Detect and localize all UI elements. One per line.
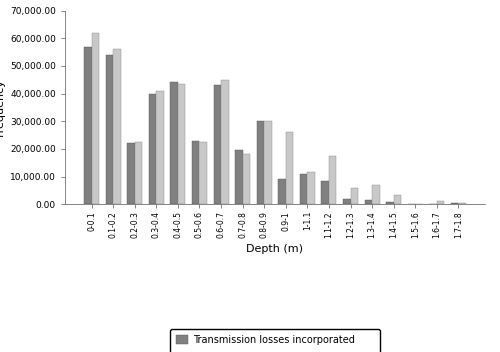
Bar: [264, 121, 272, 204]
Bar: [386, 202, 394, 204]
Legend: Transmission losses incorporated, Transmission losses not incorporated: Transmission losses incorporated, Transm…: [170, 329, 380, 352]
Bar: [135, 142, 142, 204]
Bar: [322, 181, 329, 204]
Bar: [329, 156, 336, 204]
Bar: [278, 179, 286, 204]
Bar: [170, 82, 178, 204]
Bar: [350, 188, 358, 204]
Bar: [92, 33, 99, 204]
Bar: [156, 91, 164, 204]
Bar: [242, 155, 250, 204]
Bar: [437, 201, 444, 204]
Bar: [221, 80, 228, 204]
Bar: [235, 150, 242, 204]
Bar: [308, 172, 315, 204]
Bar: [300, 174, 308, 204]
Bar: [364, 200, 372, 204]
Bar: [200, 142, 207, 204]
Bar: [458, 203, 466, 204]
X-axis label: Depth (m): Depth (m): [246, 244, 304, 254]
Bar: [149, 94, 156, 204]
Bar: [286, 132, 294, 204]
Bar: [127, 143, 135, 204]
Bar: [372, 185, 380, 204]
Bar: [256, 121, 264, 204]
Bar: [192, 140, 200, 204]
Bar: [178, 84, 186, 204]
Bar: [106, 55, 113, 204]
Bar: [451, 203, 458, 204]
Y-axis label: Frequency: Frequency: [0, 78, 4, 136]
Bar: [84, 46, 92, 204]
Bar: [113, 49, 121, 204]
Bar: [343, 199, 350, 204]
Bar: [394, 195, 401, 204]
Bar: [214, 85, 221, 204]
